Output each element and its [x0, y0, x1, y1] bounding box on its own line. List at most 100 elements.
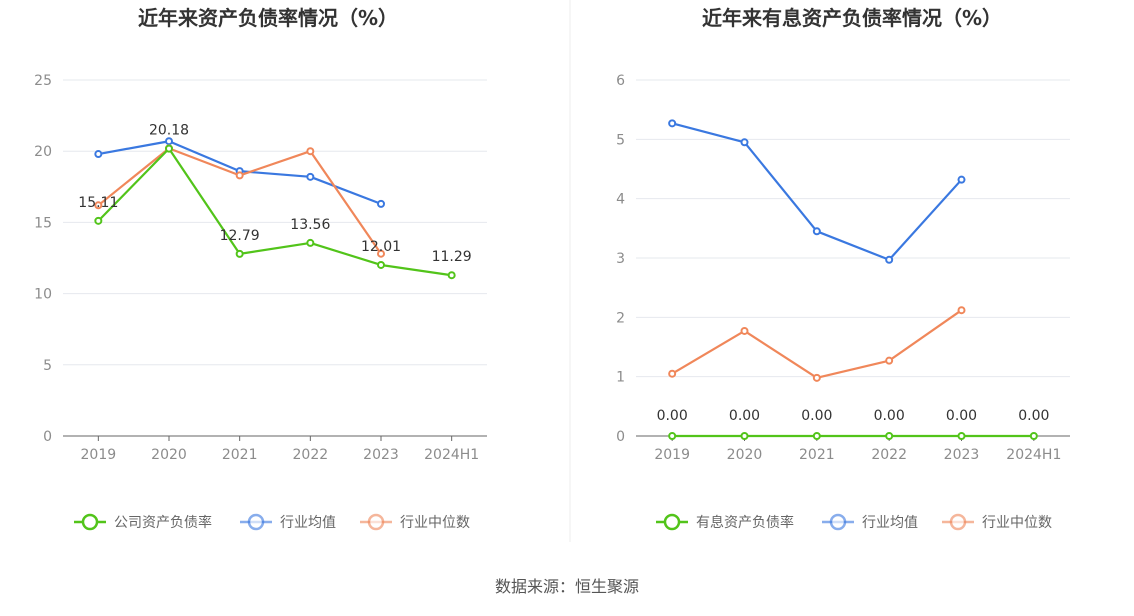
legend-item-2: 行业均值 [240, 513, 336, 531]
series-line [97, 147, 452, 277]
y-tick-label: 10 [34, 287, 52, 303]
y-tick-label: 5 [43, 358, 52, 374]
legend-marker [367, 513, 385, 531]
series-3 [668, 306, 966, 382]
legend-label: 行业中位数 [982, 515, 1052, 531]
chart-panel-1: 近年来资产负债率情况（%） 0 5 10 15 20 25 2019 2020 2021 2022 2… [34, 6, 487, 531]
y-tick-label: 20 [34, 144, 52, 160]
series-line [671, 309, 963, 379]
y-tick-label: 4 [616, 192, 625, 208]
data-label: 15.11 [78, 195, 118, 211]
legend-item-3: 行业中位数 [942, 513, 1052, 531]
data-point [885, 356, 894, 365]
data-point [377, 260, 385, 269]
x-tick-label: 2023 [363, 447, 399, 463]
y-tick-label: 3 [616, 251, 625, 267]
data-point [668, 432, 677, 440]
x-tick-label: 2019 [654, 447, 690, 463]
data-point [740, 432, 749, 440]
data-point [812, 373, 821, 382]
data-point [165, 137, 173, 146]
data-label: 12.01 [361, 239, 401, 255]
y-tick-label: 6 [616, 73, 625, 89]
data-point [447, 271, 456, 280]
data-point [957, 306, 966, 315]
x-tick-label: 2024H1 [1006, 447, 1061, 463]
data-point [377, 249, 385, 258]
data-point [812, 432, 821, 440]
legend-item-2: 行业均值 [822, 513, 918, 531]
legend-label: 行业均值 [280, 515, 336, 531]
data-point [94, 216, 103, 225]
series-1: 15.11 20.18 12.79 13.56 12.01 11.29 [78, 123, 472, 280]
legend-marker [81, 513, 99, 531]
x-tick-label: 2020 [727, 447, 763, 463]
data-label: 0.00 [729, 408, 760, 424]
y-tick-label: 1 [616, 370, 625, 386]
data-point [377, 199, 385, 208]
data-label: 0.00 [657, 408, 688, 424]
x-tick-label: 2019 [81, 447, 117, 463]
data-point [812, 227, 821, 236]
legend-marker [663, 513, 681, 531]
data-label: 13.56 [290, 217, 330, 233]
x-tick-label: 2024H1 [424, 447, 479, 463]
series-3 [94, 144, 385, 258]
legend-label: 行业中位数 [400, 515, 470, 531]
x-tick-label: 2023 [944, 447, 980, 463]
y-tick-label: 25 [34, 73, 52, 89]
data-label: 11.29 [432, 249, 472, 265]
data-label: 12.79 [220, 228, 260, 244]
y-tick-label: 5 [616, 132, 625, 148]
data-point [957, 432, 966, 440]
data-point [94, 150, 103, 159]
data-point [165, 144, 173, 153]
data-point [94, 201, 103, 210]
data-label: 0.00 [946, 408, 977, 424]
legend-item-3: 行业中位数 [360, 513, 470, 531]
legend-item-1: 有息资产负债率 [656, 513, 794, 531]
legend-label: 公司资产负债率 [114, 514, 212, 531]
data-point [885, 432, 894, 440]
data-point [740, 326, 749, 335]
chart-title: 近年来有息资产负债率情况（%） [702, 6, 1002, 30]
series-1: 0.00 0.00 0.00 0.00 0.00 0.00 [657, 408, 1049, 440]
x-tick-label: 2020 [151, 447, 187, 463]
legend-marker [247, 513, 265, 531]
data-point [306, 172, 315, 181]
x-tick-label: 2021 [799, 447, 835, 463]
data-source: 数据来源：恒生聚源 [495, 577, 639, 596]
legend-label: 有息资产负债率 [696, 514, 794, 531]
chart-panel-2: 近年来有息资产负债率情况（%） 0 1 2 3 4 5 6 2019 2020 2021 2022 20… [616, 6, 1070, 531]
data-point [306, 147, 315, 156]
x-tick-label: 2021 [222, 447, 258, 463]
data-point [306, 238, 315, 247]
y-tick-label: 2 [616, 310, 625, 326]
y-tick-label: 15 [34, 215, 52, 231]
legend-item-1: 公司资产负债率 [74, 513, 212, 531]
data-point [740, 138, 749, 147]
series-line [671, 122, 963, 261]
data-point [668, 369, 677, 378]
data-label: 20.18 [149, 123, 189, 139]
legend-marker [949, 513, 967, 531]
series-2 [668, 119, 966, 264]
data-point [235, 171, 244, 180]
legend-label: 行业均值 [862, 515, 918, 531]
data-label: 0.00 [1018, 408, 1049, 424]
x-tick-label: 2022 [871, 447, 907, 463]
x-tick-label: 2022 [293, 447, 329, 463]
y-tick-label: 0 [616, 429, 625, 445]
data-point [885, 255, 894, 264]
data-point [1029, 432, 1038, 440]
chart-title: 近年来资产负债率情况（%） [138, 6, 398, 30]
data-point [235, 249, 244, 258]
data-point [668, 119, 677, 128]
y-tick-label: 0 [43, 429, 52, 445]
data-label: 0.00 [874, 408, 905, 424]
data-point [957, 175, 966, 184]
legend-marker [829, 513, 847, 531]
data-label: 0.00 [801, 408, 832, 424]
